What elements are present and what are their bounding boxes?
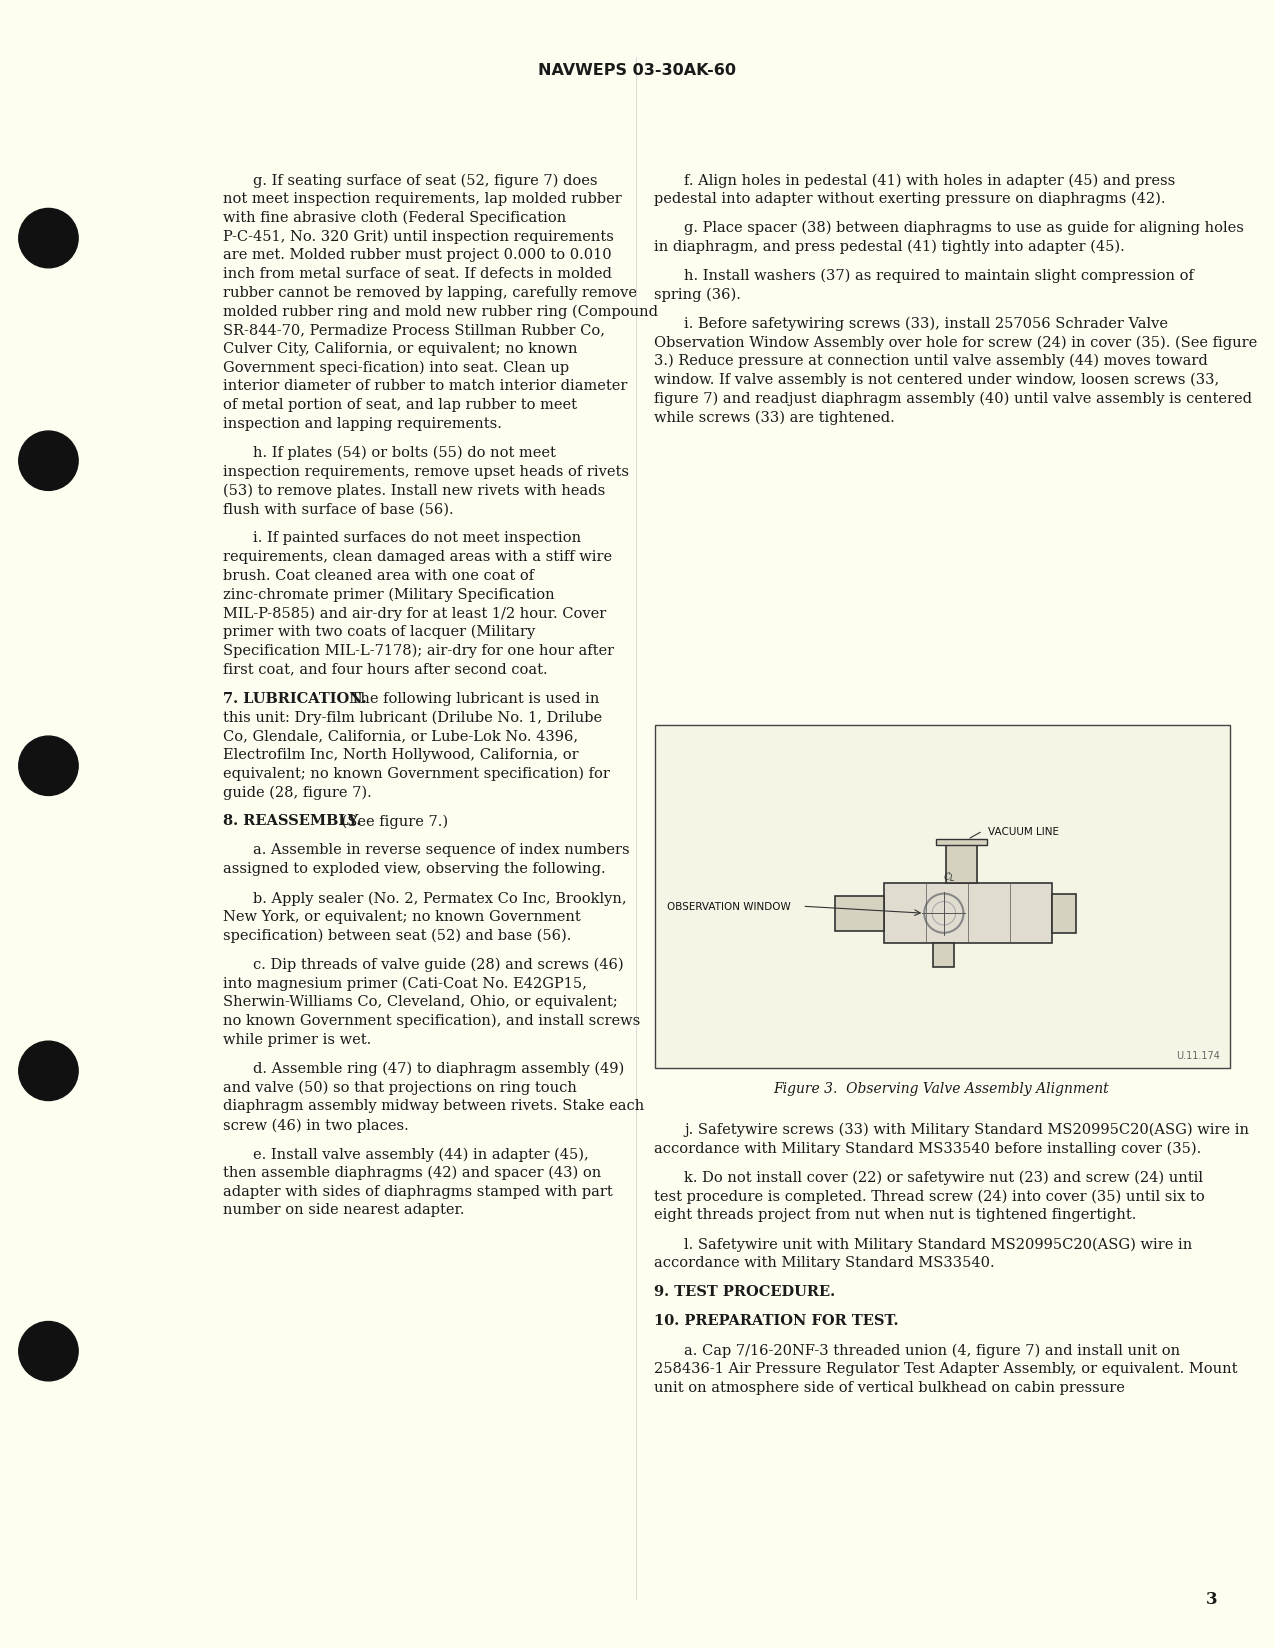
Text: diaphragm assembly midway between rivets. Stake each: diaphragm assembly midway between rivets… bbox=[223, 1099, 644, 1112]
Text: no known Government specification), and install screws: no known Government specification), and … bbox=[223, 1014, 640, 1028]
Text: molded rubber ring and mold new rubber ring (Compound: molded rubber ring and mold new rubber r… bbox=[223, 305, 658, 318]
Circle shape bbox=[19, 209, 78, 269]
Text: $\mathcal{C}_L$: $\mathcal{C}_L$ bbox=[942, 870, 955, 883]
Text: (See figure 7.): (See figure 7.) bbox=[338, 814, 449, 829]
Text: unit on atmosphere side of vertical bulkhead on cabin pressure: unit on atmosphere side of vertical bulk… bbox=[654, 1379, 1125, 1394]
Text: while screws (33) are tightened.: while screws (33) are tightened. bbox=[654, 410, 895, 425]
Text: interior diameter of rubber to match interior diameter: interior diameter of rubber to match int… bbox=[223, 379, 627, 394]
Bar bbox=[884, 883, 1052, 943]
Text: 258436-1 Air Pressure Regulator Test Adapter Assembly, or equivalent. Mount: 258436-1 Air Pressure Regulator Test Ada… bbox=[654, 1361, 1238, 1374]
Text: 10. PREPARATION FOR TEST.: 10. PREPARATION FOR TEST. bbox=[654, 1313, 899, 1327]
Text: accordance with Military Standard MS33540.: accordance with Military Standard MS3354… bbox=[654, 1256, 994, 1269]
Circle shape bbox=[19, 737, 78, 796]
Text: with fine abrasive cloth (Federal Specification: with fine abrasive cloth (Federal Specif… bbox=[223, 211, 566, 224]
Text: in diaphragm, and press pedestal (41) tightly into adapter (45).: in diaphragm, and press pedestal (41) ti… bbox=[654, 239, 1125, 254]
Text: adapter with sides of diaphragms stamped with part: adapter with sides of diaphragms stamped… bbox=[223, 1183, 613, 1198]
Text: eight threads project from nut when nut is tightened fingertight.: eight threads project from nut when nut … bbox=[654, 1208, 1136, 1221]
Text: inch from metal surface of seat. If defects in molded: inch from metal surface of seat. If defe… bbox=[223, 267, 612, 280]
Text: window. If valve assembly is not centered under window, loosen screws (33,: window. If valve assembly is not centere… bbox=[654, 372, 1219, 387]
Text: rubber cannot be removed by lapping, carefully remove: rubber cannot be removed by lapping, car… bbox=[223, 285, 638, 300]
Text: i. If painted surfaces do not meet inspection: i. If painted surfaces do not meet inspe… bbox=[254, 531, 581, 545]
Text: e. Install valve assembly (44) in adapter (45),: e. Install valve assembly (44) in adapte… bbox=[254, 1147, 589, 1160]
Text: k. Do not install cover (22) or safetywire nut (23) and screw (24) until: k. Do not install cover (22) or safetywi… bbox=[685, 1170, 1204, 1185]
Text: 7. LUBRICATION.: 7. LUBRICATION. bbox=[223, 691, 367, 705]
Text: figure 7) and readjust diaphragm assembly (40) until valve assembly is centered: figure 7) and readjust diaphragm assembl… bbox=[654, 391, 1252, 405]
Text: inspection and lapping requirements.: inspection and lapping requirements. bbox=[223, 417, 502, 430]
Text: a. Cap 7/16-20NF-3 threaded union (4, figure 7) and install unit on: a. Cap 7/16-20NF-3 threaded union (4, fi… bbox=[685, 1343, 1181, 1356]
Text: first coat, and four hours after second coat.: first coat, and four hours after second … bbox=[223, 662, 548, 676]
Text: brush. Coat cleaned area with one coat of: brush. Coat cleaned area with one coat o… bbox=[223, 569, 534, 582]
Text: then assemble diaphragms (42) and spacer (43) on: then assemble diaphragms (42) and spacer… bbox=[223, 1165, 602, 1180]
Text: number on side nearest adapter.: number on side nearest adapter. bbox=[223, 1203, 464, 1216]
Text: 3: 3 bbox=[1206, 1590, 1218, 1607]
Text: spring (36).: spring (36). bbox=[654, 287, 741, 302]
Text: g. Place spacer (38) between diaphragms to use as guide for aligning holes: g. Place spacer (38) between diaphragms … bbox=[685, 221, 1244, 236]
Text: this unit: Dry-film lubricant (Drilube No. 1, Drilube: this unit: Dry-film lubricant (Drilube N… bbox=[223, 710, 602, 723]
Text: primer with two coats of lacquer (Military: primer with two coats of lacquer (Milita… bbox=[223, 625, 536, 639]
Text: 8. REASSEMBLY.: 8. REASSEMBLY. bbox=[223, 814, 362, 827]
Text: P-C-451, No. 320 Grit) until inspection requirements: P-C-451, No. 320 Grit) until inspection … bbox=[223, 229, 615, 244]
Text: pedestal into adapter without exerting pressure on diaphragms (42).: pedestal into adapter without exerting p… bbox=[654, 191, 1165, 206]
Text: Sherwin-Williams Co, Cleveland, Ohio, or equivalent;: Sherwin-Williams Co, Cleveland, Ohio, or… bbox=[223, 995, 618, 1009]
Bar bbox=[933, 943, 955, 967]
Text: of metal portion of seat, and lap rubber to meet: of metal portion of seat, and lap rubber… bbox=[223, 397, 578, 412]
Circle shape bbox=[19, 432, 78, 491]
Text: h. If plates (54) or bolts (55) do not meet: h. If plates (54) or bolts (55) do not m… bbox=[254, 445, 556, 460]
Bar bbox=[655, 725, 1230, 1068]
Bar bbox=[835, 897, 884, 931]
Text: SR-844-70, Permadize Process Stillman Rubber Co,: SR-844-70, Permadize Process Stillman Ru… bbox=[223, 323, 606, 336]
Text: b. Apply sealer (No. 2, Permatex Co Inc, Brooklyn,: b. Apply sealer (No. 2, Permatex Co Inc,… bbox=[254, 890, 627, 905]
Text: NAVWEPS 03-30AK-60: NAVWEPS 03-30AK-60 bbox=[538, 63, 737, 77]
Text: Electrofilm Inc, North Hollywood, California, or: Electrofilm Inc, North Hollywood, Califo… bbox=[223, 748, 579, 761]
Text: test procedure is completed. Thread screw (24) into cover (35) until six to: test procedure is completed. Thread scre… bbox=[654, 1188, 1205, 1203]
Text: d. Assemble ring (47) to diaphragm assembly (49): d. Assemble ring (47) to diaphragm assem… bbox=[254, 1061, 625, 1076]
Text: specification) between seat (52) and base (56).: specification) between seat (52) and bas… bbox=[223, 928, 571, 943]
Text: U.11.174: U.11.174 bbox=[1177, 1050, 1220, 1060]
Text: 3.) Reduce pressure at connection until valve assembly (44) moves toward: 3.) Reduce pressure at connection until … bbox=[654, 354, 1207, 368]
Circle shape bbox=[19, 1322, 78, 1381]
Text: into magnesium primer (Cati-Coat No. E42GP15,: into magnesium primer (Cati-Coat No. E42… bbox=[223, 976, 586, 990]
Text: OBSERVATION WINDOW: OBSERVATION WINDOW bbox=[667, 901, 790, 911]
Text: while primer is wet.: while primer is wet. bbox=[223, 1032, 371, 1046]
Text: The following lubricant is used in: The following lubricant is used in bbox=[346, 691, 599, 705]
Text: flush with surface of base (56).: flush with surface of base (56). bbox=[223, 503, 454, 516]
Text: c. Dip threads of valve guide (28) and screws (46): c. Dip threads of valve guide (28) and s… bbox=[254, 957, 623, 972]
Text: Observation Window Assembly over hole for screw (24) in cover (35). (See figure: Observation Window Assembly over hole fo… bbox=[654, 335, 1257, 349]
Text: screw (46) in two places.: screw (46) in two places. bbox=[223, 1117, 409, 1132]
Circle shape bbox=[19, 1042, 78, 1101]
Text: a. Assemble in reverse sequence of index numbers: a. Assemble in reverse sequence of index… bbox=[254, 842, 630, 857]
Text: (53) to remove plates. Install new rivets with heads: (53) to remove plates. Install new rivet… bbox=[223, 483, 606, 498]
Text: VACUUM LINE: VACUUM LINE bbox=[988, 826, 1058, 837]
Text: h. Install washers (37) as required to maintain slight compression of: h. Install washers (37) as required to m… bbox=[685, 269, 1193, 283]
Text: assigned to exploded view, observing the following.: assigned to exploded view, observing the… bbox=[223, 862, 606, 875]
Text: are met. Molded rubber must project 0.000 to 0.010: are met. Molded rubber must project 0.00… bbox=[223, 247, 612, 262]
Text: l. Safetywire unit with Military Standard MS20995C20(ASG) wire in: l. Safetywire unit with Military Standar… bbox=[685, 1236, 1192, 1251]
Text: j. Safetywire screws (33) with Military Standard MS20995C20(ASG) wire in: j. Safetywire screws (33) with Military … bbox=[685, 1122, 1250, 1137]
Text: equivalent; no known Government specification) for: equivalent; no known Government specific… bbox=[223, 766, 609, 781]
Text: g. If seating surface of seat (52, figure 7) does: g. If seating surface of seat (52, figur… bbox=[254, 173, 598, 188]
Text: f. Align holes in pedestal (41) with holes in adapter (45) and press: f. Align holes in pedestal (41) with hol… bbox=[685, 173, 1176, 188]
Text: Figure 3.  Observing Valve Assembly Alignment: Figure 3. Observing Valve Assembly Align… bbox=[773, 1081, 1109, 1094]
Text: inspection requirements, remove upset heads of rivets: inspection requirements, remove upset he… bbox=[223, 465, 629, 478]
Text: New York, or equivalent; no known Government: New York, or equivalent; no known Govern… bbox=[223, 910, 581, 923]
Text: Culver City, California, or equivalent; no known: Culver City, California, or equivalent; … bbox=[223, 341, 578, 356]
Text: and valve (50) so that projections on ring touch: and valve (50) so that projections on ri… bbox=[223, 1079, 578, 1094]
Text: MIL-P-8585) and air-dry for at least 1/2 hour. Cover: MIL-P-8585) and air-dry for at least 1/2… bbox=[223, 606, 607, 620]
Text: guide (28, figure 7).: guide (28, figure 7). bbox=[223, 784, 372, 799]
Bar bbox=[936, 840, 987, 845]
Text: not meet inspection requirements, lap molded rubber: not meet inspection requirements, lap mo… bbox=[223, 191, 622, 206]
Bar bbox=[1052, 895, 1076, 933]
Text: i. Before safetywiring screws (33), install 257056 Schrader Valve: i. Before safetywiring screws (33), inst… bbox=[685, 316, 1168, 331]
Text: accordance with Military Standard MS33540 before installing cover (35).: accordance with Military Standard MS3354… bbox=[654, 1140, 1201, 1155]
Text: 9. TEST PROCEDURE.: 9. TEST PROCEDURE. bbox=[654, 1284, 835, 1299]
Text: Government speci­fication) into seat. Clean up: Government speci­fication) into seat. Cl… bbox=[223, 361, 569, 374]
Bar bbox=[946, 845, 977, 883]
Text: Specification MIL-L-7178); air-dry for one hour after: Specification MIL-L-7178); air-dry for o… bbox=[223, 643, 615, 658]
Text: zinc-chromate primer (Military Specification: zinc-chromate primer (Military Specifica… bbox=[223, 587, 555, 602]
Text: Co, Glendale, California, or Lube-Lok No. 4396,: Co, Glendale, California, or Lube-Lok No… bbox=[223, 728, 579, 743]
Text: requirements, clean damaged areas with a stiff wire: requirements, clean damaged areas with a… bbox=[223, 550, 612, 564]
